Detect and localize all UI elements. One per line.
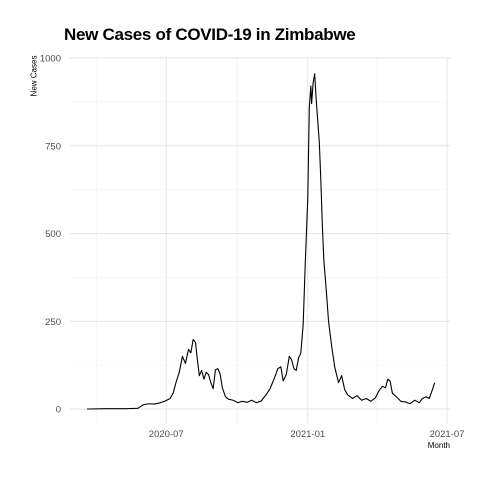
x-tick-label: 2020-07 xyxy=(149,429,184,440)
y-tick-label: 250 xyxy=(45,317,61,328)
series-line xyxy=(86,73,436,410)
chart-title: New Cases of COVID-19 in Zimbabwe xyxy=(64,25,356,44)
y-tick-label: 0 xyxy=(56,405,61,416)
x-tick-label: 2021-01 xyxy=(290,429,325,440)
y-tick-label: 500 xyxy=(45,229,61,240)
x-tick-label: 2021-07 xyxy=(430,429,465,440)
x-axis-label: Month xyxy=(427,441,450,450)
y-tick-label: 1000 xyxy=(40,54,61,65)
y-tick-label: 750 xyxy=(45,141,61,152)
